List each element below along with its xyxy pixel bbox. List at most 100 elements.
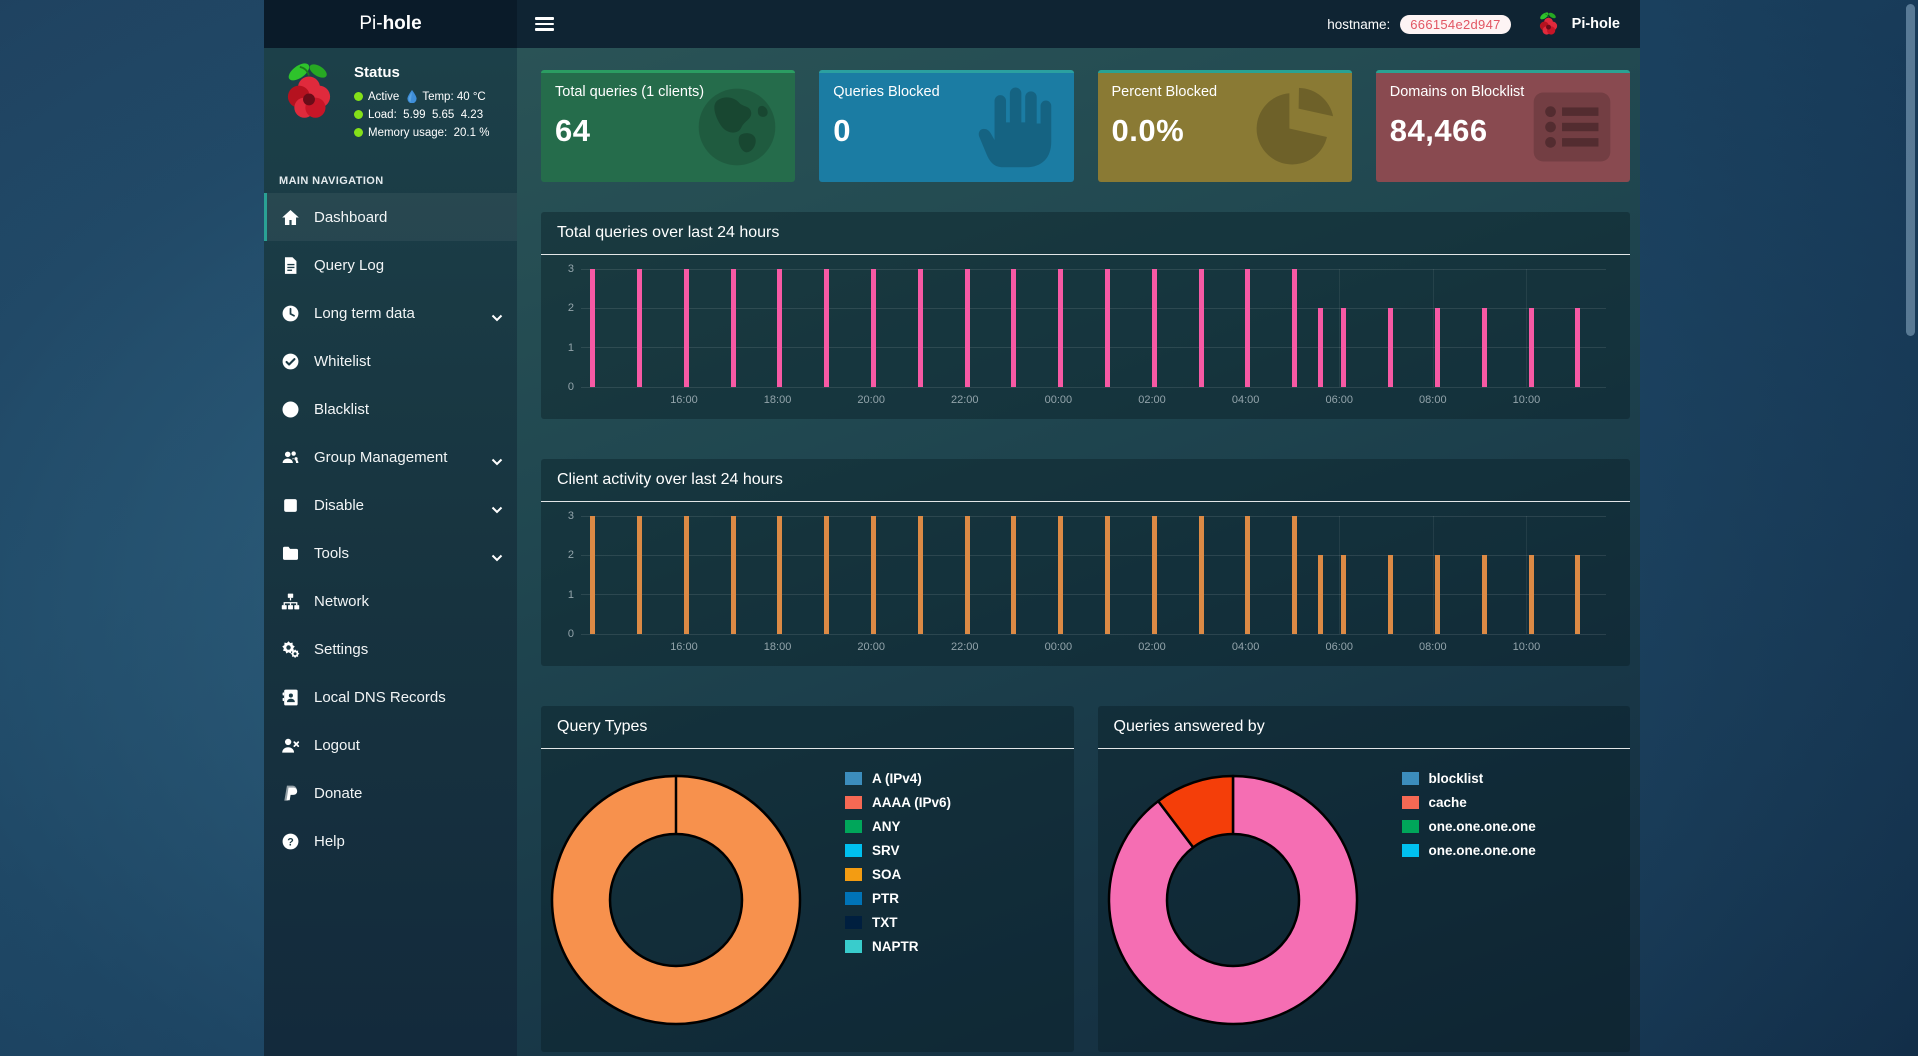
- sidebar-item-local-dns-records[interactable]: Local DNS Records: [264, 673, 517, 721]
- bar: [1245, 516, 1251, 634]
- bottom-panels-row: Query Types A (IPv4) AAAA (IPv6) ANY SRV SOA…: [541, 706, 1630, 1052]
- bar: [1245, 269, 1251, 387]
- x-axis-tick-label: 10:00: [1512, 641, 1541, 653]
- bar: [1151, 516, 1157, 634]
- sidebar-item-label: Group Management: [314, 448, 448, 466]
- y-axis-tick-label: 1: [567, 588, 574, 601]
- chevron-down-icon: [491, 549, 503, 562]
- brand-logo-link[interactable]: Pi-hole: [264, 0, 517, 48]
- sidebar-item-settings[interactable]: Settings: [264, 625, 517, 673]
- panel-queries-answered-by: Queries answered by blocklist cache one.on…: [1097, 706, 1630, 1052]
- y-axis-tick-label: 0: [567, 381, 574, 393]
- status-text: Memory usage: 20.1 %: [368, 126, 490, 139]
- panel-query-types: Query Types A (IPv4) AAAA (IPv6) ANY SRV SOA…: [541, 706, 1074, 1052]
- sidebar-item-help[interactable]: ? Help: [264, 817, 517, 865]
- legend-item[interactable]: ANY: [845, 819, 951, 834]
- sidebar-item-label: Long term data: [314, 304, 415, 322]
- sidebar-item-tools[interactable]: Tools: [264, 529, 517, 577]
- panel-client-activity: Client activity over last 24 hours 0 1 2 3 1…: [541, 459, 1630, 666]
- gridline-horizontal: [581, 268, 1606, 270]
- bar: [1058, 516, 1064, 634]
- bar: [730, 269, 736, 387]
- bar: [637, 516, 642, 634]
- sidebar-item-label: Whitelist: [314, 352, 371, 370]
- bar: [824, 516, 830, 634]
- chart-plot: 0 1 2 3: [568, 510, 1606, 640]
- legend-item[interactable]: one.one.one.one: [1401, 843, 1536, 858]
- legend-swatch: [845, 916, 862, 929]
- x-axis-tick-label: 06:00: [1325, 641, 1353, 653]
- legend-label: SRV: [872, 843, 900, 858]
- legend-label: A (IPv4): [872, 771, 922, 786]
- stat-card-percent-blocked: Percent Blocked 0.0%: [1097, 70, 1352, 182]
- legend-label: cache: [1428, 795, 1467, 810]
- sidebar-item-long-term-data[interactable]: Long term data: [264, 289, 517, 337]
- sidebar-item-label: Query Log: [314, 256, 385, 274]
- legend-item[interactable]: A (IPv4): [845, 771, 951, 786]
- sidebar-item-disable[interactable]: Disable: [264, 481, 517, 529]
- panel-title: Client activity over last 24 hours: [541, 459, 1630, 502]
- legend-item[interactable]: cache: [1401, 795, 1536, 810]
- legend-item[interactable]: NAPTR: [845, 939, 951, 954]
- bar: [590, 269, 596, 387]
- sidebar-item-label: Disable: [314, 496, 365, 514]
- navbar-brand-text[interactable]: Pi-hole: [1571, 16, 1620, 32]
- x-axis-tick-label: 04:00: [1231, 394, 1260, 406]
- folder-icon: [280, 543, 301, 563]
- legend-item[interactable]: one.one.one.one: [1401, 819, 1536, 834]
- bar: [1317, 308, 1323, 387]
- status-row: Active Temp: 40 °C: [354, 89, 489, 104]
- legend-label: ANY: [872, 819, 901, 834]
- legend-item[interactable]: blocklist: [1401, 771, 1536, 786]
- bar: [1105, 516, 1111, 634]
- bar: [1388, 308, 1394, 387]
- users-gear-icon: [280, 447, 301, 467]
- legend-item[interactable]: PTR: [845, 891, 951, 906]
- bar: [964, 269, 970, 387]
- bar: [917, 269, 923, 387]
- chart-plot-area: 0 1 2 3 16:00 18:00 20:00 22:00 00:00 02:00 04:00 0…: [568, 263, 1606, 411]
- legend-label: SOA: [872, 867, 902, 882]
- bar: [1292, 516, 1298, 634]
- y-axis-tick-label: 3: [567, 263, 574, 275]
- sidebar-item-label: Blacklist: [314, 400, 370, 418]
- gridline-vertical: [1339, 269, 1341, 387]
- sidebar-item-dashboard[interactable]: Dashboard: [264, 193, 517, 241]
- legend-label: AAAA (IPv6): [872, 795, 952, 810]
- gridline-horizontal: [581, 307, 1606, 309]
- legend-swatch: [845, 940, 862, 953]
- gridline-vertical: [1526, 269, 1528, 387]
- sidebar: Status Active Temp: 40 °C Load: 5.99 5.65 …: [264, 48, 517, 1056]
- sidebar-item-whitelist[interactable]: Whitelist: [264, 337, 517, 385]
- bar: [964, 516, 970, 634]
- legend-item[interactable]: AAAA (IPv6): [845, 795, 951, 810]
- bar: [1151, 269, 1157, 387]
- sidebar-item-blacklist[interactable]: Blacklist: [264, 385, 517, 433]
- legend-item[interactable]: SRV: [845, 843, 951, 858]
- legend-item[interactable]: SOA: [845, 867, 951, 882]
- chevron-down-icon: [491, 453, 503, 466]
- x-axis-tick-label: 18:00: [763, 394, 792, 406]
- bar: [1317, 555, 1323, 634]
- sidebar-item-donate[interactable]: Donate: [264, 769, 517, 817]
- bar: [637, 269, 642, 387]
- sidebar-item-logout[interactable]: Logout: [264, 721, 517, 769]
- sidebar-item-label: Donate: [314, 784, 363, 802]
- client-activity-bar-chart: 0 1 2 3 16:00 18:00 20:00 22:00 00:00 02:00 04:00 0…: [541, 502, 1630, 666]
- x-axis-tick-label: 08:00: [1419, 641, 1447, 653]
- legend-swatch: [845, 844, 862, 857]
- sidebar-toggle-button[interactable]: [517, 0, 571, 48]
- stat-card-title: Total queries (1 clients): [555, 84, 705, 100]
- main-content: Total queries (1 clients) 64 Queries Block…: [517, 48, 1640, 1056]
- sidebar-item-query-log[interactable]: Query Log: [264, 241, 517, 289]
- sidebar-item-network[interactable]: Network: [264, 577, 517, 625]
- sidebar-item-group-management[interactable]: Group Management: [264, 433, 517, 481]
- legend-item[interactable]: TXT: [845, 915, 951, 930]
- legend-swatch: [845, 820, 862, 833]
- scrollbar-thumb[interactable]: [1906, 4, 1915, 336]
- sidebar-item-label: Network: [314, 592, 370, 610]
- x-axis-tick-label: 10:00: [1512, 394, 1541, 406]
- legend-swatch: [1401, 772, 1419, 785]
- legend-label: NAPTR: [872, 939, 919, 954]
- donut-chart: [541, 765, 811, 1035]
